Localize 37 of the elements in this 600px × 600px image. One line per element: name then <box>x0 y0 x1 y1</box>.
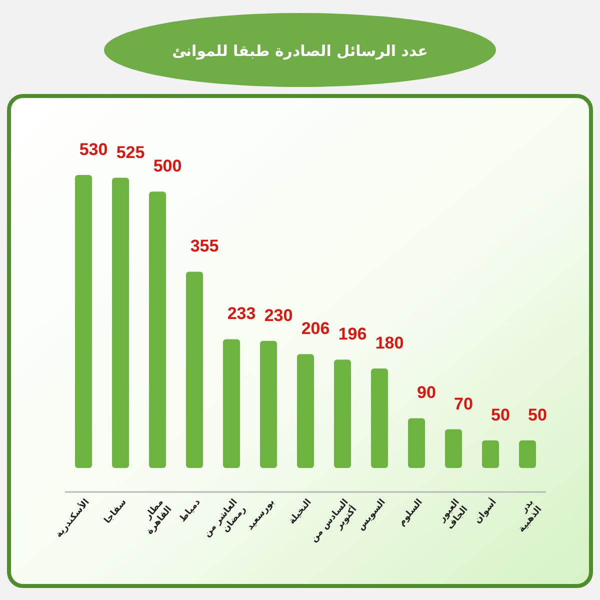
bar <box>297 354 314 468</box>
data-label: 196 <box>338 324 367 344</box>
x-tick-label: الأسكندرية <box>52 496 92 540</box>
data-label: 525 <box>116 142 145 162</box>
bar <box>186 272 203 468</box>
data-label: 50 <box>491 405 510 424</box>
data-label: 206 <box>301 319 330 338</box>
bar <box>260 340 277 468</box>
bar <box>112 178 129 468</box>
bar <box>371 368 388 468</box>
data-label: 180 <box>375 333 404 352</box>
x-tick-label: أسوان <box>471 496 499 526</box>
chart-title: عدد الرسائل الصادرة طبقا للموانئ <box>172 42 428 60</box>
data-label: 70 <box>454 394 473 414</box>
bar <box>149 192 166 468</box>
bar <box>223 339 240 468</box>
x-tick-label: بدر الذهبية <box>516 498 544 535</box>
bar <box>75 175 92 468</box>
data-label: 233 <box>227 304 256 324</box>
x-tick-label: العبور الجاف <box>436 498 470 532</box>
x-tick-label: سفاجا <box>102 497 129 526</box>
data-label: 500 <box>153 156 182 176</box>
data-label: 530 <box>79 140 108 159</box>
data-label: 90 <box>417 383 436 402</box>
x-tick-label: النخيلة <box>287 498 314 526</box>
x-tick-label: مطار القاهرة <box>142 498 174 537</box>
bar <box>408 418 425 468</box>
x-tick-label: السلوم <box>396 498 425 528</box>
bar <box>519 440 536 468</box>
data-label: 230 <box>264 306 293 325</box>
data-label: 355 <box>190 236 219 256</box>
x-tick-label: السويس <box>356 498 388 533</box>
bar <box>334 360 351 468</box>
bar <box>445 429 462 468</box>
data-label: 50 <box>528 405 547 424</box>
bar <box>482 440 499 468</box>
x-tick-label: دمياط <box>178 497 204 524</box>
